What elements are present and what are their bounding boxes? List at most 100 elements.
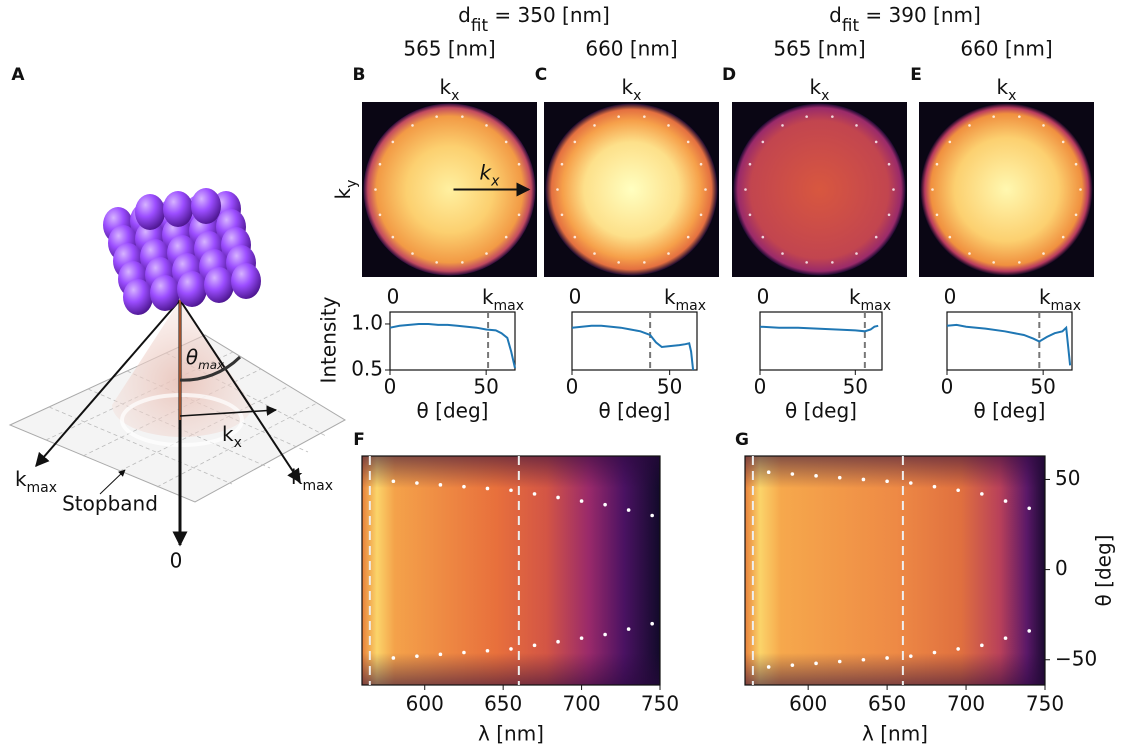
- stopband-dot: [379, 214, 382, 217]
- plot-frame: [760, 312, 882, 370]
- stopband-dot: [561, 214, 564, 217]
- stopband-dot: [885, 656, 889, 660]
- x-axis-label: θ [deg]: [599, 399, 671, 423]
- stopband-dot: [518, 214, 521, 217]
- stopband-dot: [505, 141, 508, 144]
- stopband-dot: [814, 474, 818, 478]
- top-right-label-base: k: [482, 285, 494, 309]
- x-tick-label: 700: [947, 692, 985, 716]
- stopband-dot: [700, 163, 703, 166]
- stopband-dot: [561, 163, 564, 166]
- column-header-base: d: [458, 3, 471, 27]
- intensity-line: [572, 326, 693, 370]
- zero-label: 0: [170, 549, 183, 573]
- stopband-dot: [956, 488, 960, 492]
- stopband-dot: [485, 252, 488, 255]
- panel-a-diagram: [10, 188, 345, 545]
- kmax-label: kmax: [291, 465, 333, 495]
- stopband-dot: [968, 252, 971, 255]
- stopband-dot: [762, 141, 765, 144]
- image-ylabel: ky: [331, 180, 361, 200]
- stopband-dot: [1062, 236, 1065, 239]
- stopband-dot: [949, 141, 952, 144]
- plot-frame: [947, 312, 1072, 370]
- stopband-dot: [831, 115, 834, 118]
- stopband-dot: [687, 236, 690, 239]
- sphere: [150, 275, 180, 311]
- stopband-dot: [627, 627, 631, 631]
- column-header-rest: = 350 [nm]: [488, 3, 610, 27]
- stopband-dot: [933, 651, 937, 655]
- stopband-dot: [805, 115, 808, 118]
- image-title-base: k: [622, 75, 634, 99]
- stopband-dot: [603, 503, 607, 507]
- x-axis-label: λ [nm]: [478, 722, 544, 746]
- y-tick-label: 1.0: [351, 310, 383, 334]
- y-axis-label: θ [deg]: [1092, 535, 1116, 607]
- stopband-dot: [415, 481, 419, 485]
- stopband-dot: [767, 470, 771, 474]
- intensity-line: [390, 324, 515, 368]
- stopband-dot: [885, 479, 889, 483]
- heatmap-shade: [745, 456, 1045, 685]
- stopband-dot: [855, 124, 858, 127]
- stopband-dot: [439, 483, 443, 487]
- stopband-dot: [933, 485, 937, 489]
- stopband-dot: [687, 141, 690, 144]
- x-tick-label: 0: [566, 375, 579, 399]
- top-right-label-base: k: [849, 285, 861, 309]
- stopband-dot: [556, 496, 560, 500]
- sphere: [231, 263, 261, 299]
- stopband-dot: [909, 481, 913, 485]
- theta-max-label-sub: max: [198, 358, 225, 372]
- intensity-line: [760, 326, 878, 332]
- stopband-dot: [1018, 115, 1021, 118]
- stopband-dot: [831, 261, 834, 264]
- stopband-dot: [968, 124, 971, 127]
- stopband-dot: [574, 141, 577, 144]
- stopband-dot: [892, 188, 895, 191]
- column-header-rest: = 390 [nm]: [859, 3, 981, 27]
- stopband-dot: [392, 141, 395, 144]
- stopband-dot: [862, 658, 866, 662]
- top-right-label: kmax: [1039, 285, 1081, 315]
- image-title-base: k: [810, 75, 822, 99]
- image-ylabel-base: k: [331, 187, 355, 199]
- column-header-base: d: [829, 3, 842, 27]
- stopband-dot: [1004, 636, 1008, 640]
- stopband-dot: [1018, 261, 1021, 264]
- stopband-dot: [617, 261, 620, 264]
- stopband-dot: [956, 647, 960, 651]
- nanoparticle-cluster: [103, 188, 261, 315]
- momentum-image: [921, 104, 1093, 276]
- stopband-dot: [767, 665, 771, 669]
- stopband-dot: [435, 261, 438, 264]
- panel-letter: C: [535, 65, 547, 85]
- x-axis-label: θ [deg]: [785, 399, 857, 423]
- x-axis-label: λ [nm]: [862, 722, 928, 746]
- stopband-dot: [603, 633, 607, 637]
- top-right-label-base: k: [664, 285, 676, 309]
- stopband-label: Stopband: [62, 492, 158, 516]
- top-right-label-base: k: [1039, 285, 1051, 309]
- stopband-dot: [936, 214, 939, 217]
- top-right-label-sub: max: [861, 298, 892, 314]
- stopband-dot: [805, 261, 808, 264]
- stopband-dot: [556, 640, 560, 644]
- stopband-dot: [791, 663, 795, 667]
- momentum-image: [734, 104, 906, 276]
- stopband-dot: [909, 654, 913, 658]
- stopband-dot: [485, 124, 488, 127]
- stopband-dot: [462, 651, 466, 655]
- stopband-dot: [838, 476, 842, 480]
- column-header-sub: fit: [471, 15, 489, 35]
- stopband-dot: [411, 124, 414, 127]
- stopband-dot: [838, 660, 842, 664]
- image-title-sub: x: [821, 88, 829, 104]
- kmax-label-base: k: [15, 467, 27, 491]
- stopband-dot: [650, 514, 654, 518]
- stopband-dot: [617, 115, 620, 118]
- stopband-dot: [791, 472, 795, 476]
- stopband-dot: [980, 644, 984, 648]
- y-axis-label: Intensity: [317, 296, 341, 383]
